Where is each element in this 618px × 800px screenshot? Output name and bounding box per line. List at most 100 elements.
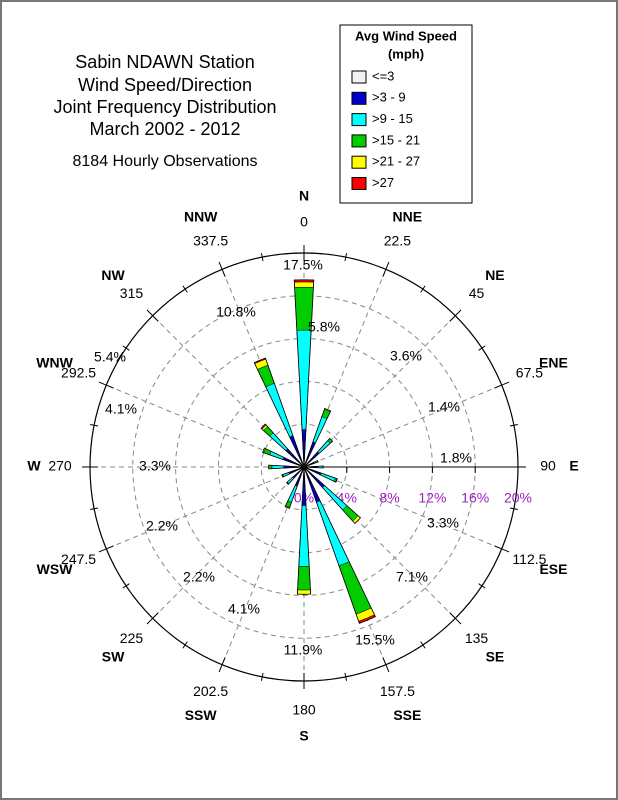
angle-tick xyxy=(218,261,226,277)
angle-label: 45 xyxy=(469,285,485,301)
radial-tick-label: 16% xyxy=(461,490,489,506)
legend-label: <=3 xyxy=(372,68,394,83)
direction-label: ENE xyxy=(539,354,568,370)
minor-tick xyxy=(90,507,99,511)
angle-tick xyxy=(449,309,462,322)
bar-outline xyxy=(268,464,305,470)
bar-outline xyxy=(260,423,305,468)
angle-tick xyxy=(218,657,226,673)
minor-tick xyxy=(122,345,130,351)
subtitle: 8184 Hourly Observations xyxy=(73,153,258,170)
angle-label: 315 xyxy=(120,285,144,301)
direction-label: S xyxy=(299,728,308,744)
angle-label: 22.5 xyxy=(384,232,411,248)
bar-outline xyxy=(296,466,312,595)
legend-label: >15 - 21 xyxy=(372,132,420,147)
direction-label: SW xyxy=(102,649,125,665)
legend-label: >3 - 9 xyxy=(372,90,406,105)
total-label: 5.4% xyxy=(94,349,126,365)
angle-label: 0 xyxy=(300,214,308,230)
minor-tick xyxy=(260,672,264,681)
minor-tick xyxy=(478,583,486,589)
bar-outline xyxy=(303,466,338,483)
bar-outline xyxy=(281,466,305,478)
minor-tick xyxy=(260,253,264,262)
total-label: 5.8% xyxy=(308,319,340,335)
direction-label: N xyxy=(299,188,309,204)
bar-outline xyxy=(303,466,362,525)
bar-outline xyxy=(285,466,305,486)
angle-tick xyxy=(98,545,114,553)
legend-swatch xyxy=(351,177,367,190)
legend-swatch xyxy=(351,91,367,105)
angle-tick xyxy=(449,612,462,625)
angle-tick xyxy=(382,657,390,673)
direction-label: SE xyxy=(486,649,505,665)
direction-label: SSE xyxy=(393,707,421,723)
total-label: 3.6% xyxy=(390,348,422,364)
direction-label: WNW xyxy=(36,354,73,370)
legend-swatch xyxy=(351,134,367,148)
chart-title: Joint Frequency Distribution xyxy=(53,97,276,117)
bar-segment xyxy=(294,281,314,288)
legend-label: >27 xyxy=(372,175,394,190)
minor-tick xyxy=(509,423,518,427)
total-label: 2.2% xyxy=(146,518,178,534)
angle-label: 157.5 xyxy=(380,683,415,699)
minor-tick xyxy=(122,583,130,589)
direction-label: SSW xyxy=(185,707,218,723)
bar-outline xyxy=(303,465,324,469)
minor-tick xyxy=(344,253,348,262)
bar-segment xyxy=(268,464,273,470)
total-label: 10.8% xyxy=(216,304,256,320)
radial-tick-label: 12% xyxy=(418,490,446,506)
minor-tick xyxy=(509,507,518,511)
bar-outline xyxy=(303,407,332,468)
direction-label: NNW xyxy=(184,208,218,224)
minor-tick xyxy=(182,285,188,293)
total-label: 4.1% xyxy=(105,401,137,417)
radial-tick-label: 20% xyxy=(504,490,532,506)
bar-segment xyxy=(297,566,311,591)
angle-label: 247.5 xyxy=(61,551,96,567)
angle-tick xyxy=(494,545,510,553)
angle-tick xyxy=(494,381,510,389)
minor-tick xyxy=(478,345,486,351)
bar-outline xyxy=(253,357,305,468)
legend-swatch xyxy=(351,155,367,169)
total-label: 1.4% xyxy=(428,399,460,415)
angle-label: 292.5 xyxy=(61,364,96,380)
legend-swatch xyxy=(351,113,367,127)
legend-title: Avg Wind Speed xyxy=(355,28,457,43)
total-label: 3.3% xyxy=(139,458,171,474)
angle-label: 225 xyxy=(120,630,144,646)
bar-outline xyxy=(284,466,305,509)
legend-title: (mph) xyxy=(388,46,424,61)
bar-outline xyxy=(293,279,315,468)
minor-tick xyxy=(344,672,348,681)
angle-tick xyxy=(146,612,159,625)
total-label: 15.5% xyxy=(355,632,395,648)
bar-outline xyxy=(303,466,376,624)
angle-tick xyxy=(382,261,390,277)
chart-title: Sabin NDAWN Station xyxy=(75,52,254,72)
chart-title: Wind Speed/Direction xyxy=(78,75,252,95)
direction-label: NNE xyxy=(393,208,423,224)
total-label: 2.2% xyxy=(183,569,215,585)
legend-label: >9 - 15 xyxy=(372,111,413,126)
direction-label: E xyxy=(569,458,578,474)
angle-label: 135 xyxy=(465,630,489,646)
angle-label: 180 xyxy=(292,702,316,718)
bar-outline xyxy=(303,437,334,468)
bar-outline xyxy=(262,447,305,468)
direction-label: NW xyxy=(101,267,125,283)
direction-label: NE xyxy=(485,267,504,283)
total-label: 4.1% xyxy=(228,601,260,617)
angle-tick xyxy=(98,381,114,389)
direction-label: ESE xyxy=(539,561,567,577)
minor-tick xyxy=(420,285,426,293)
angle-label: 202.5 xyxy=(193,683,228,699)
direction-label: W xyxy=(27,458,41,474)
minor-tick xyxy=(420,641,426,649)
